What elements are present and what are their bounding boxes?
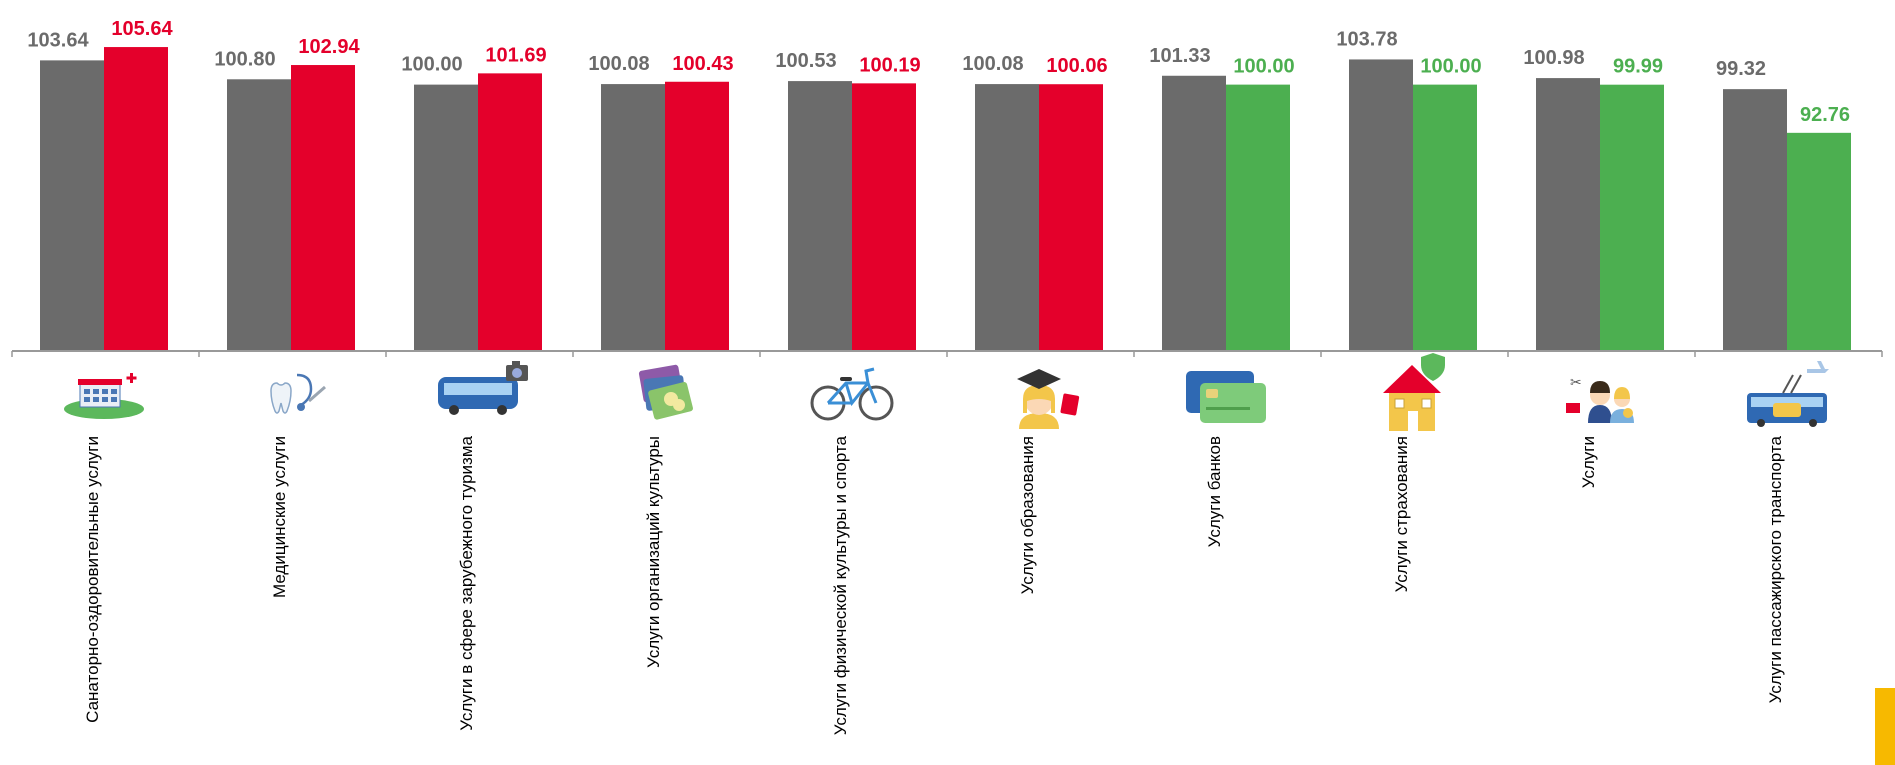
data-label-prev: 100.00 <box>401 54 462 76</box>
graduate-icon <box>1017 369 1080 429</box>
bar-prev <box>975 84 1039 351</box>
data-label-prev: 103.78 <box>1336 28 1397 50</box>
bicycle-icon <box>810 367 894 421</box>
bar-current <box>478 73 542 352</box>
sanatorium-icon <box>64 373 144 419</box>
medical-icon <box>270 373 326 414</box>
data-label-current: 100.43 <box>672 53 733 75</box>
bar-current <box>1039 84 1103 352</box>
bar-current <box>104 47 168 352</box>
data-label-prev: 100.53 <box>775 50 836 72</box>
service-workers-icon: ✂ <box>1566 375 1634 423</box>
bar-prev <box>601 84 665 351</box>
bar-prev <box>414 84 478 352</box>
data-label-current: 102.94 <box>298 36 360 58</box>
bar-current <box>1413 84 1477 352</box>
category-label: Услуги физической культуры и спорта <box>831 435 850 735</box>
bar-current <box>291 65 355 351</box>
data-label-current: 100.00 <box>1233 56 1294 78</box>
data-label-prev: 99.32 <box>1716 58 1766 80</box>
category-label: Услуги пассажирского транспорта <box>1766 435 1785 703</box>
category-label: Услуги страхования <box>1392 436 1411 592</box>
corner-accent-tab <box>1875 688 1895 765</box>
category-label: Услуги <box>1579 436 1598 488</box>
data-label-current: 92.76 <box>1800 104 1850 126</box>
bank-card-icon <box>1186 371 1266 423</box>
data-label-prev: 101.33 <box>1149 45 1210 67</box>
bar-prev <box>1349 59 1413 352</box>
bar-current <box>1600 84 1664 351</box>
bar-current <box>1226 84 1290 352</box>
bar-prev <box>1723 89 1787 351</box>
bar-current <box>1787 132 1851 351</box>
data-label-current: 100.19 <box>859 54 920 76</box>
data-label-prev: 100.80 <box>214 48 275 70</box>
bar-prev <box>227 79 291 351</box>
culture-tickets-icon <box>638 364 693 420</box>
category-label: Услуги банков <box>1205 436 1224 547</box>
data-label-prev: 100.98 <box>1523 47 1584 69</box>
category-label: Услуги в сфере зарубежного туризма <box>457 435 476 730</box>
data-label-current: 105.64 <box>111 18 173 40</box>
data-label-prev: 100.08 <box>962 53 1023 75</box>
data-label-current: 100.06 <box>1046 55 1107 77</box>
data-label-current: 99.99 <box>1613 56 1663 78</box>
bar-prev <box>788 81 852 351</box>
public-transport-icon <box>1747 361 1829 427</box>
data-label-prev: 100.08 <box>588 53 649 75</box>
data-label-prev: 103.64 <box>27 29 89 51</box>
data-label-current: 100.00 <box>1420 56 1481 78</box>
bar-prev <box>1162 75 1226 351</box>
data-label-current: 101.69 <box>485 44 546 66</box>
category-label: Услуги организаций культуры <box>644 436 663 668</box>
category-label: Санаторно-оздоровительные услуги <box>83 436 102 723</box>
category-label: Медицинские услуги <box>270 436 289 598</box>
tour-bus-icon <box>438 361 528 415</box>
bar-prev <box>40 60 104 352</box>
bar-prev <box>1536 78 1600 351</box>
insured-house-icon <box>1383 353 1445 431</box>
category-label: Услуги образования <box>1018 436 1037 594</box>
bar-current <box>852 83 916 352</box>
svg-text:✂: ✂ <box>1570 375 1582 391</box>
bar-current <box>665 81 729 351</box>
